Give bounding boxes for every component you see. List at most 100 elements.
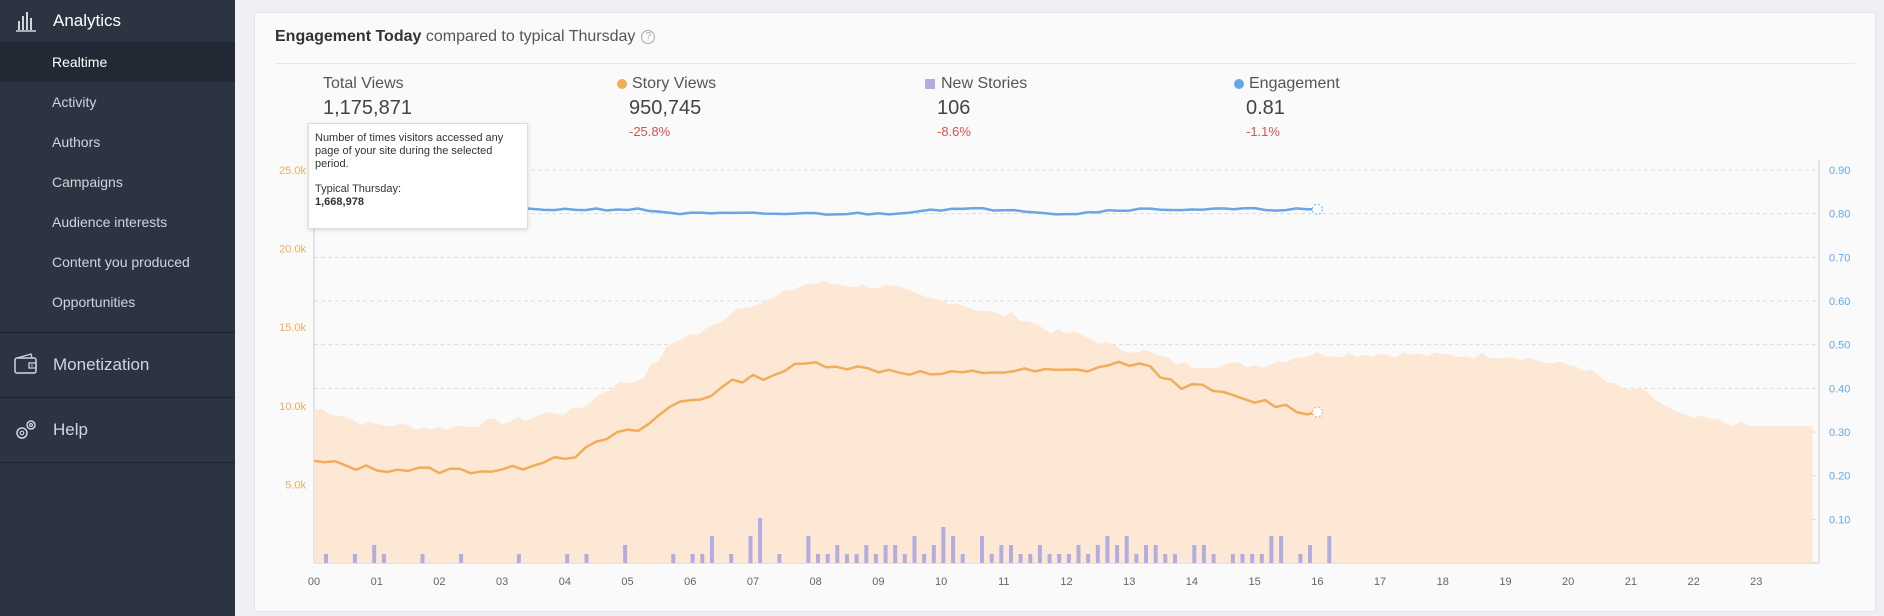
new-stories-bar [1018,554,1023,563]
nav-item-audience-interests[interactable]: Audience interests [0,202,235,242]
nav-item-label: Opportunities [52,294,136,310]
new-stories-bar [864,545,869,563]
y-right-tick-label: 0.90 [1829,165,1850,177]
new-stories-bar [1308,545,1312,563]
nav-item-campaigns[interactable]: Campaigns [0,162,235,202]
gears-icon [13,417,39,443]
nav-item-label: Realtime [52,54,108,70]
nav-monetization-label: Monetization [53,355,150,374]
new-stories-bar [671,554,676,563]
panel-title: Engagement Today compared to typical Thu… [275,28,656,46]
bar-chart-icon [13,8,39,34]
nav-item-authors[interactable]: Authors [0,122,235,162]
metric-new-stories[interactable]: New Stories 106 -8.6% [925,75,1027,139]
x-tick-label: 04 [559,576,571,588]
wallet-icon [13,352,39,378]
metric-label: Engagement [1234,75,1340,93]
new-stories-bar [1057,554,1062,563]
x-tick-label: 23 [1750,576,1762,588]
x-tick-label: 00 [308,576,320,588]
nav-item-content-produced[interactable]: Content you produced [0,242,235,282]
new-stories-bar [1076,545,1081,563]
new-stories-bar [806,536,811,563]
metric-delta: -25.8% [629,124,671,139]
metric-label-text: Engagement [1249,75,1340,92]
metric-story-views[interactable]: Story Views 950,745 -25.8% [617,75,716,139]
new-stories-bar [1259,554,1264,563]
new-stories-bar [584,554,589,563]
metric-value: 1,175,871 [323,97,412,119]
new-stories-bar [459,554,464,563]
new-stories-bar [777,554,782,563]
nav-item-label: Activity [52,94,97,110]
engagement-panel: Engagement Today compared to typical Thu… [254,12,1876,612]
metric-label: Story Views [617,75,716,93]
nav-item-label: Content you produced [52,254,190,270]
legend-square-icon [925,79,935,89]
panel-title-bold: Engagement Today [275,28,422,45]
x-tick-label: 12 [1060,576,1072,588]
legend-dot-icon [1234,79,1244,89]
new-stories-bar [420,554,425,563]
new-stories-bar [1105,536,1110,563]
y-right-tick-label: 0.60 [1829,296,1850,308]
x-tick-label: 02 [433,576,445,588]
new-stories-bar [1201,545,1206,563]
engagement-chart[interactable]: 5.0k 10.0k 15.0k 20.0k 25.0k 0.10 0.20 0.30 0.40… [255,13,1877,613]
new-stories-bar [516,554,521,563]
x-tick-label: 03 [496,576,508,588]
nav-analytics[interactable]: Analytics [0,0,235,42]
sidebar: Analytics Realtime Activity Authors Camp… [0,0,235,616]
new-stories-bar [623,545,628,563]
new-stories-bar [1211,554,1216,563]
divider [275,63,1855,64]
help-icon[interactable]: ? [641,29,656,44]
new-stories-bar [690,554,695,563]
nav-divider [0,332,235,333]
new-stories-bar [709,536,714,563]
new-stories-bar [1230,554,1235,563]
metric-total-views[interactable]: Total Views 1,175,871 [323,75,412,120]
new-stories-bar [1144,545,1148,563]
new-stories-bar [902,554,907,563]
new-stories-bar [989,554,994,563]
x-tick-label: 05 [621,576,633,588]
y-right-tick-label: 0.10 [1829,514,1850,526]
x-tick-label: 17 [1374,576,1386,588]
nav-item-realtime[interactable]: Realtime [0,42,235,82]
y-right-tick-label: 0.30 [1829,427,1850,439]
new-stories-bar [1163,554,1168,563]
engagement-current-point [1311,203,1323,215]
x-tick-label: 11 [998,576,1009,588]
new-stories-bar [1192,545,1197,563]
new-stories-bar [729,554,734,563]
new-stories-bar [1279,536,1284,563]
metric-engagement[interactable]: Engagement 0.81 -1.1% [1234,75,1340,139]
nav-help[interactable]: Help [0,398,235,462]
x-tick-label: 18 [1437,576,1449,588]
new-stories-bar [1250,554,1255,563]
story-views-line [313,360,1318,475]
new-stories-bar [324,554,328,563]
metric-label-text: Total Views [323,75,404,92]
x-tick-label: 22 [1687,576,1699,588]
nav-monetization[interactable]: Monetization [0,333,235,397]
nav-item-activity[interactable]: Activity [0,82,235,122]
x-tick-label: 15 [1249,576,1261,588]
metric-value: 950,745 [629,97,702,119]
tooltip-description: Number of times visitors accessed any pa… [315,132,504,170]
new-stories-bar [1134,554,1139,563]
metric-label-text: Story Views [632,75,717,92]
nav-item-opportunities[interactable]: Opportunities [0,282,235,322]
x-tick-label: 08 [810,576,822,588]
y-right-tick-label: 0.50 [1829,340,1850,352]
new-stories-bar [748,536,753,563]
x-tick-label: 14 [1186,576,1198,588]
nav-help-label: Help [53,420,88,439]
y-right-tick-label: 0.20 [1829,471,1850,483]
new-stories-bar [912,536,917,563]
new-stories-bar [845,554,849,563]
new-stories-bar [980,536,984,563]
metric-delta: -8.6% [937,124,971,139]
new-stories-bar [1037,545,1042,563]
